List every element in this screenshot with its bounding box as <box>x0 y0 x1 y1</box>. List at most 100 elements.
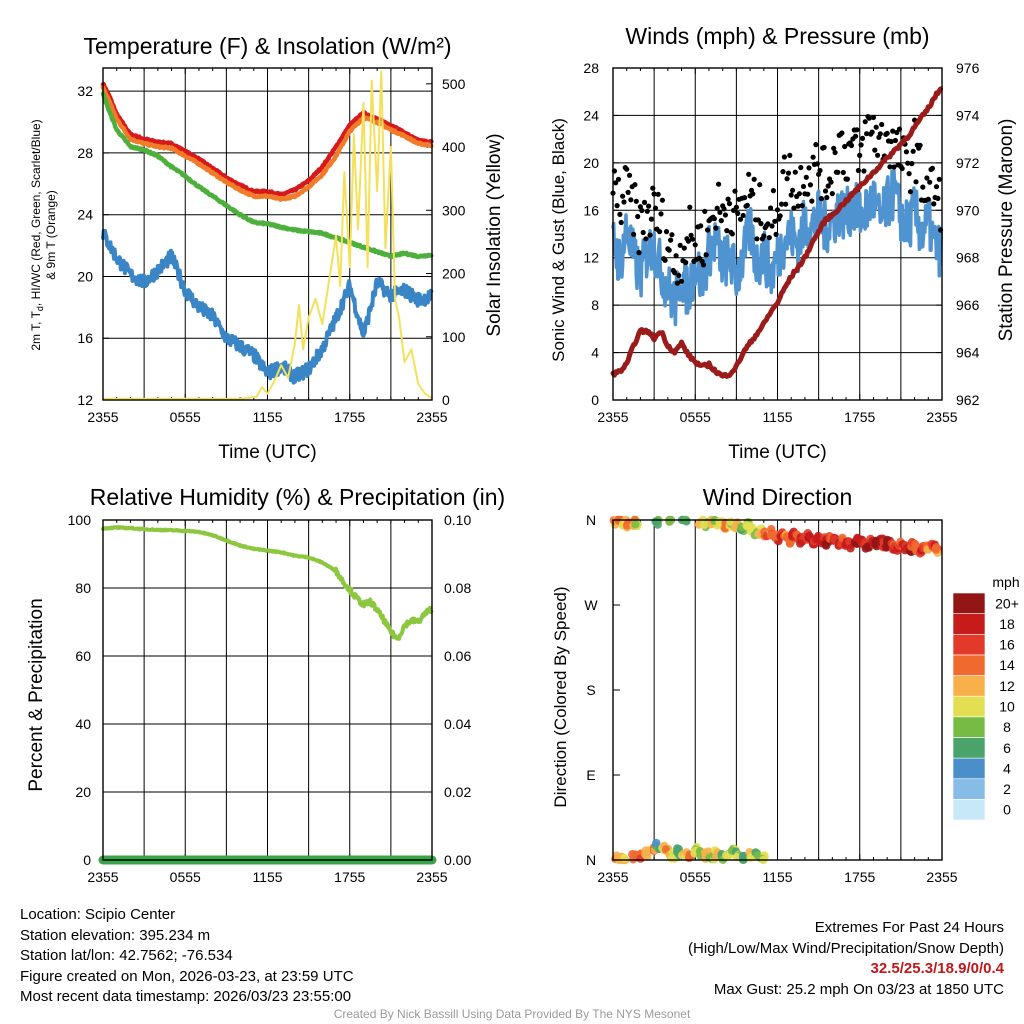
gust-dot <box>854 127 860 133</box>
direction-point <box>796 539 805 548</box>
gust-dot <box>647 232 653 238</box>
label-part: , HI/WC (Red, Green, Scarlet/Blue) <box>29 119 43 306</box>
gust-dot <box>829 191 835 197</box>
gust-dot <box>685 238 692 244</box>
gust-dot <box>625 189 631 195</box>
gust-dot <box>658 211 664 217</box>
x-tick-label: 0555 <box>680 409 711 425</box>
gust-dot <box>920 184 926 190</box>
colorbar-swatch <box>952 613 986 635</box>
gust-dot <box>689 236 696 242</box>
gust-dot <box>887 164 893 170</box>
y-tick-label: 20 <box>77 268 93 284</box>
gust-dot <box>828 179 834 185</box>
gust-dot <box>744 202 750 208</box>
direction-point <box>641 846 650 855</box>
gust-dot <box>750 191 756 197</box>
gust-dot <box>925 196 931 202</box>
gust-dot <box>888 138 894 145</box>
gust-dot <box>717 209 723 215</box>
chart-title: Winds (mph) & Pressure (mb) <box>625 23 929 49</box>
gust-dot <box>861 168 867 174</box>
gust-dot <box>663 229 670 235</box>
gust-dot <box>740 212 746 219</box>
gust-dot <box>813 142 819 148</box>
recent-timestamp: Most recent data timestamp: 2026/03/23 2… <box>20 988 352 1005</box>
x-tick-label: 2355 <box>597 869 628 885</box>
gust-dot <box>716 181 722 187</box>
gust-dot <box>703 252 709 258</box>
gust-dot <box>800 183 807 190</box>
temp-series-line <box>100 91 434 260</box>
gust-dot <box>788 192 794 198</box>
gust-dot <box>822 188 829 194</box>
gust-dot <box>674 280 681 286</box>
gust-dot <box>650 185 656 191</box>
gust-dot <box>632 182 638 188</box>
y-tick-label: 40 <box>75 716 91 732</box>
y-tick-label: 12 <box>77 392 93 408</box>
gust-dot <box>725 196 731 202</box>
gust-dot <box>673 253 679 259</box>
gust-dot <box>924 175 930 181</box>
gust-dot <box>718 218 724 224</box>
gust-dot <box>855 167 862 174</box>
station-info: Location: Scipio Center Station elevatio… <box>20 905 354 1008</box>
colorbar-label: 8 <box>1003 719 1011 735</box>
gust-dot <box>839 130 845 136</box>
colorbar-label: 4 <box>1003 760 1011 776</box>
gust-dot <box>927 179 933 185</box>
gust-dot <box>814 161 820 167</box>
direction-point <box>665 517 674 526</box>
y2-tick-label: 0.00 <box>444 852 471 868</box>
x-tick-label: 2355 <box>416 409 447 425</box>
gust-dot <box>780 169 786 175</box>
y-tick-label: 24 <box>583 107 599 123</box>
y-tick-label: 0 <box>591 392 599 408</box>
y-tick-label: S <box>586 682 595 698</box>
gust-dot <box>666 247 672 253</box>
colorbar-swatch <box>952 675 986 697</box>
colorbar-swatch <box>952 695 986 718</box>
gust-dot <box>799 203 805 209</box>
gust-dot <box>905 160 911 166</box>
y2-tick-label: 0.08 <box>444 580 471 596</box>
y-tick-label: 24 <box>77 207 93 223</box>
gust-dot <box>785 170 792 176</box>
x-tick-label: 2355 <box>87 409 118 425</box>
x-axis-label: Time (UTC) <box>728 442 827 463</box>
gust-dot <box>620 193 626 199</box>
chart-title: Wind Direction <box>703 484 853 510</box>
insolation-line <box>102 70 433 400</box>
gust-dot <box>892 137 899 144</box>
label-subscript: d <box>35 306 45 311</box>
gust-dot <box>936 176 942 182</box>
x-tick-label: 2355 <box>597 409 628 425</box>
gust-dot <box>848 142 855 149</box>
gust-dot <box>873 124 879 130</box>
gust-dot <box>769 223 775 229</box>
gust-dot <box>791 205 797 211</box>
gust-dot <box>733 204 740 210</box>
y-tick-label: 32 <box>77 83 93 99</box>
x-tick-label: 2355 <box>926 869 957 885</box>
y-axis-label: Sonic Wind & Gust (Blue, Black) <box>549 118 568 362</box>
y2-tick-label: 976 <box>956 60 980 76</box>
y-axis-label-line1: 2m T, Td, HI/WC (Red, Green, Scarlet/Blu… <box>29 119 45 350</box>
extremes-values: 32.5/25.3/18.9/0/0.4 <box>870 960 1004 977</box>
direction-point <box>699 520 709 530</box>
y2-axis-label: Solar Insolation (Yellow) <box>484 133 505 336</box>
colorbar-label: 0 <box>1003 802 1011 818</box>
gust-dot <box>618 219 624 226</box>
gust-dot <box>621 199 627 205</box>
y-tick-label: 8 <box>591 297 599 313</box>
gust-dot <box>832 149 838 156</box>
y-tick-label: 16 <box>583 202 599 218</box>
gust-dot <box>795 203 801 209</box>
direction-point <box>682 517 691 526</box>
plot-border <box>102 519 433 861</box>
gust-dot <box>648 216 655 222</box>
gust-dot <box>917 142 923 148</box>
plot-border <box>102 67 433 401</box>
chart-title: Relative Humidity (%) & Precipitation (i… <box>90 484 505 510</box>
